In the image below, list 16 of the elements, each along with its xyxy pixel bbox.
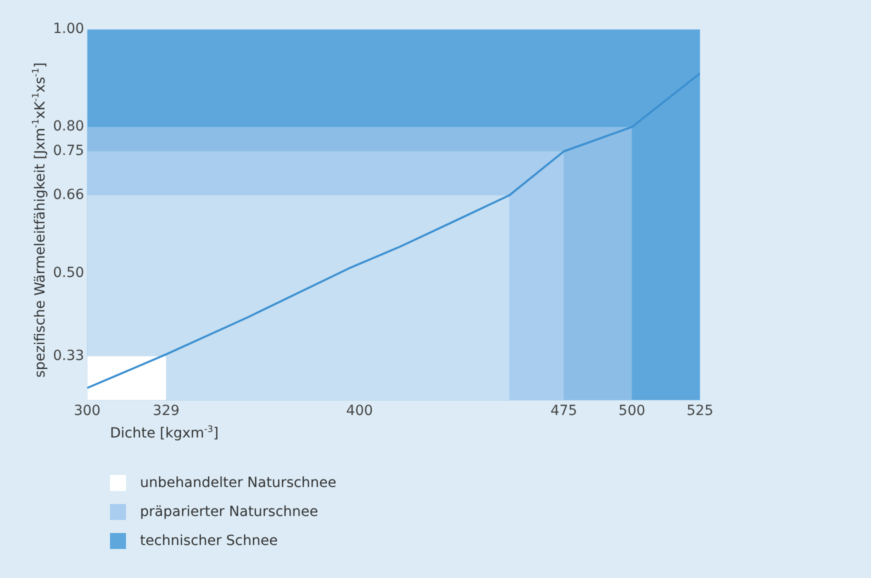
y-tick-label: 0.75 <box>53 143 84 160</box>
legend-label: technischer Schnee <box>140 532 278 548</box>
y-tick-label: 1.00 <box>53 21 84 38</box>
x-tick-label: 400 <box>346 403 373 420</box>
y-tick-label: 0.66 <box>53 186 84 203</box>
x-tick-label: 300 <box>74 403 101 420</box>
x-axis-title: Dichte [kgxm$^{-3}$] <box>110 425 219 442</box>
y-tick-label: 0.33 <box>53 348 84 364</box>
legend-label: präparierter Naturschnee <box>140 504 318 520</box>
x-tick-label: 525 <box>686 403 714 420</box>
x-tick-label: 329 <box>152 403 180 420</box>
legend-label: unbehandelter Naturschnee <box>140 474 336 490</box>
y-tick-label: 0.80 <box>53 118 84 135</box>
x-tick-label: 500 <box>618 403 646 420</box>
y-tick-label: 0.50 <box>53 264 84 281</box>
x-tick-label: 475 <box>550 403 578 420</box>
